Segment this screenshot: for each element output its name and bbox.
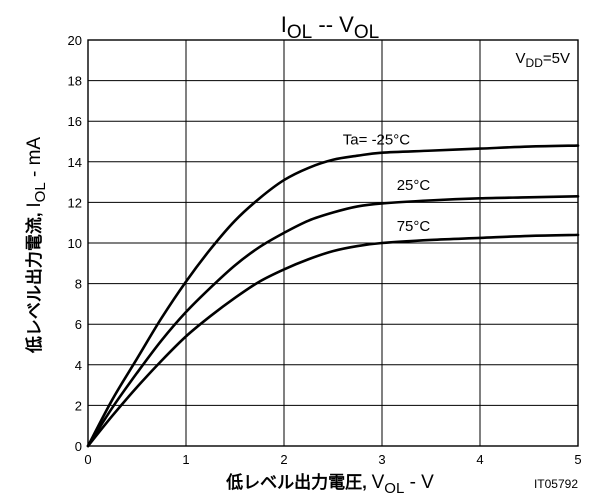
y-tick-label: 10 [68,236,82,251]
x-tick-label: 0 [84,452,91,467]
series-label-1: 25°C [397,177,431,194]
y-tick-label: 18 [68,74,82,89]
y-tick-label: 16 [68,114,82,129]
x-tick-label: 5 [574,452,581,467]
y-tick-label: 0 [75,439,82,454]
y-tick-label: 6 [75,317,82,332]
series-group: Ta= -25°C 25°C 75°C [86,132,580,448]
figure-code: IT05792 [534,477,578,491]
x-axis-label: 低レベル出力電圧, VOL - V [225,472,434,497]
y-tick-label: 14 [68,155,82,170]
y-tick-label: 12 [68,195,82,210]
y-tick-label: 4 [75,358,82,373]
series-line-0 [86,144,580,448]
x-tick-label: 2 [280,452,287,467]
x-tick-label: 3 [378,452,385,467]
y-tick-label: 8 [75,277,82,292]
series-line-2 [86,233,580,448]
series-label-0: Ta= -25°C [343,132,410,149]
x-tick-label: 1 [182,452,189,467]
condition-label: VDD=5V [516,50,570,70]
chart-title: IOL -- VOL [281,12,379,43]
plot-frame [87,39,579,447]
series-label-2: 75°C [397,218,431,235]
series-line-1 [86,195,580,448]
x-tick-label: 4 [476,452,483,467]
y-axis-label: 低レベル出力電流, IOL - mA [24,137,49,354]
grid [88,40,578,446]
y-tick-label: 20 [68,33,82,48]
y-tick-label: 2 [75,398,82,413]
